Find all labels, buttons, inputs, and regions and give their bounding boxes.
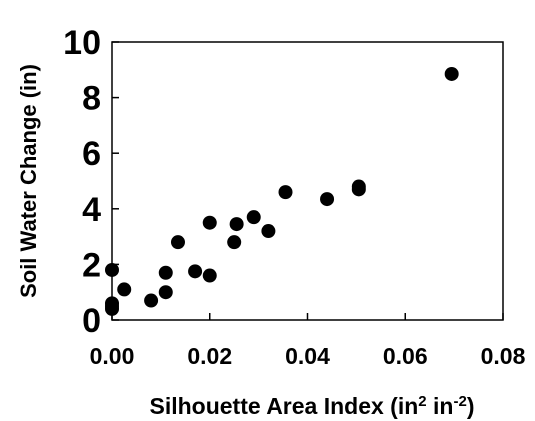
data-point: [105, 301, 119, 316]
data-points: [105, 66, 459, 316]
data-point: [229, 217, 244, 232]
y-axis-title: Soil Water Change (in): [16, 64, 41, 298]
x-axis-title-mid: in: [427, 393, 454, 419]
data-point: [170, 235, 185, 250]
data-point: [202, 268, 217, 283]
x-tick-label: 0.00: [90, 343, 135, 369]
x-tick-label: 0.06: [383, 343, 428, 369]
data-point: [227, 235, 242, 250]
y-tick-label: 0: [82, 302, 101, 340]
data-point: [246, 210, 261, 225]
data-point: [188, 264, 203, 279]
data-point: [320, 192, 335, 207]
data-point: [144, 293, 159, 308]
data-point: [158, 265, 173, 280]
y-tick-label: 4: [82, 191, 101, 229]
data-point: [261, 224, 276, 239]
plot-area-frame: [111, 41, 504, 321]
y-tick-label: 2: [82, 246, 101, 284]
x-axis-title-end: ): [467, 393, 475, 419]
x-tick-label: 0.02: [187, 343, 232, 369]
data-point: [117, 282, 132, 297]
y-axis-ticks: 0 2 4 6 8 10: [63, 24, 119, 340]
data-point: [202, 215, 217, 230]
x-axis-title-main: Silhouette Area Index (in: [149, 393, 418, 419]
x-axis-title-sup1: 2: [418, 393, 426, 410]
data-point: [105, 262, 119, 277]
x-axis-title-sup2: -2: [453, 393, 466, 410]
x-axis-ticks: 0.00 0.02 0.04 0.06 0.08: [90, 313, 526, 369]
y-tick-label: 8: [82, 80, 101, 118]
y-tick-label: 10: [63, 24, 101, 62]
x-tick-label: 0.08: [481, 343, 526, 369]
x-axis-title: Silhouette Area Index (in2 in-2): [149, 393, 474, 420]
x-tick-label: 0.04: [285, 343, 330, 369]
data-point: [158, 285, 173, 300]
y-tick-label: 6: [82, 135, 101, 173]
data-point: [278, 185, 293, 200]
data-point: [351, 182, 366, 197]
data-point: [444, 66, 459, 81]
